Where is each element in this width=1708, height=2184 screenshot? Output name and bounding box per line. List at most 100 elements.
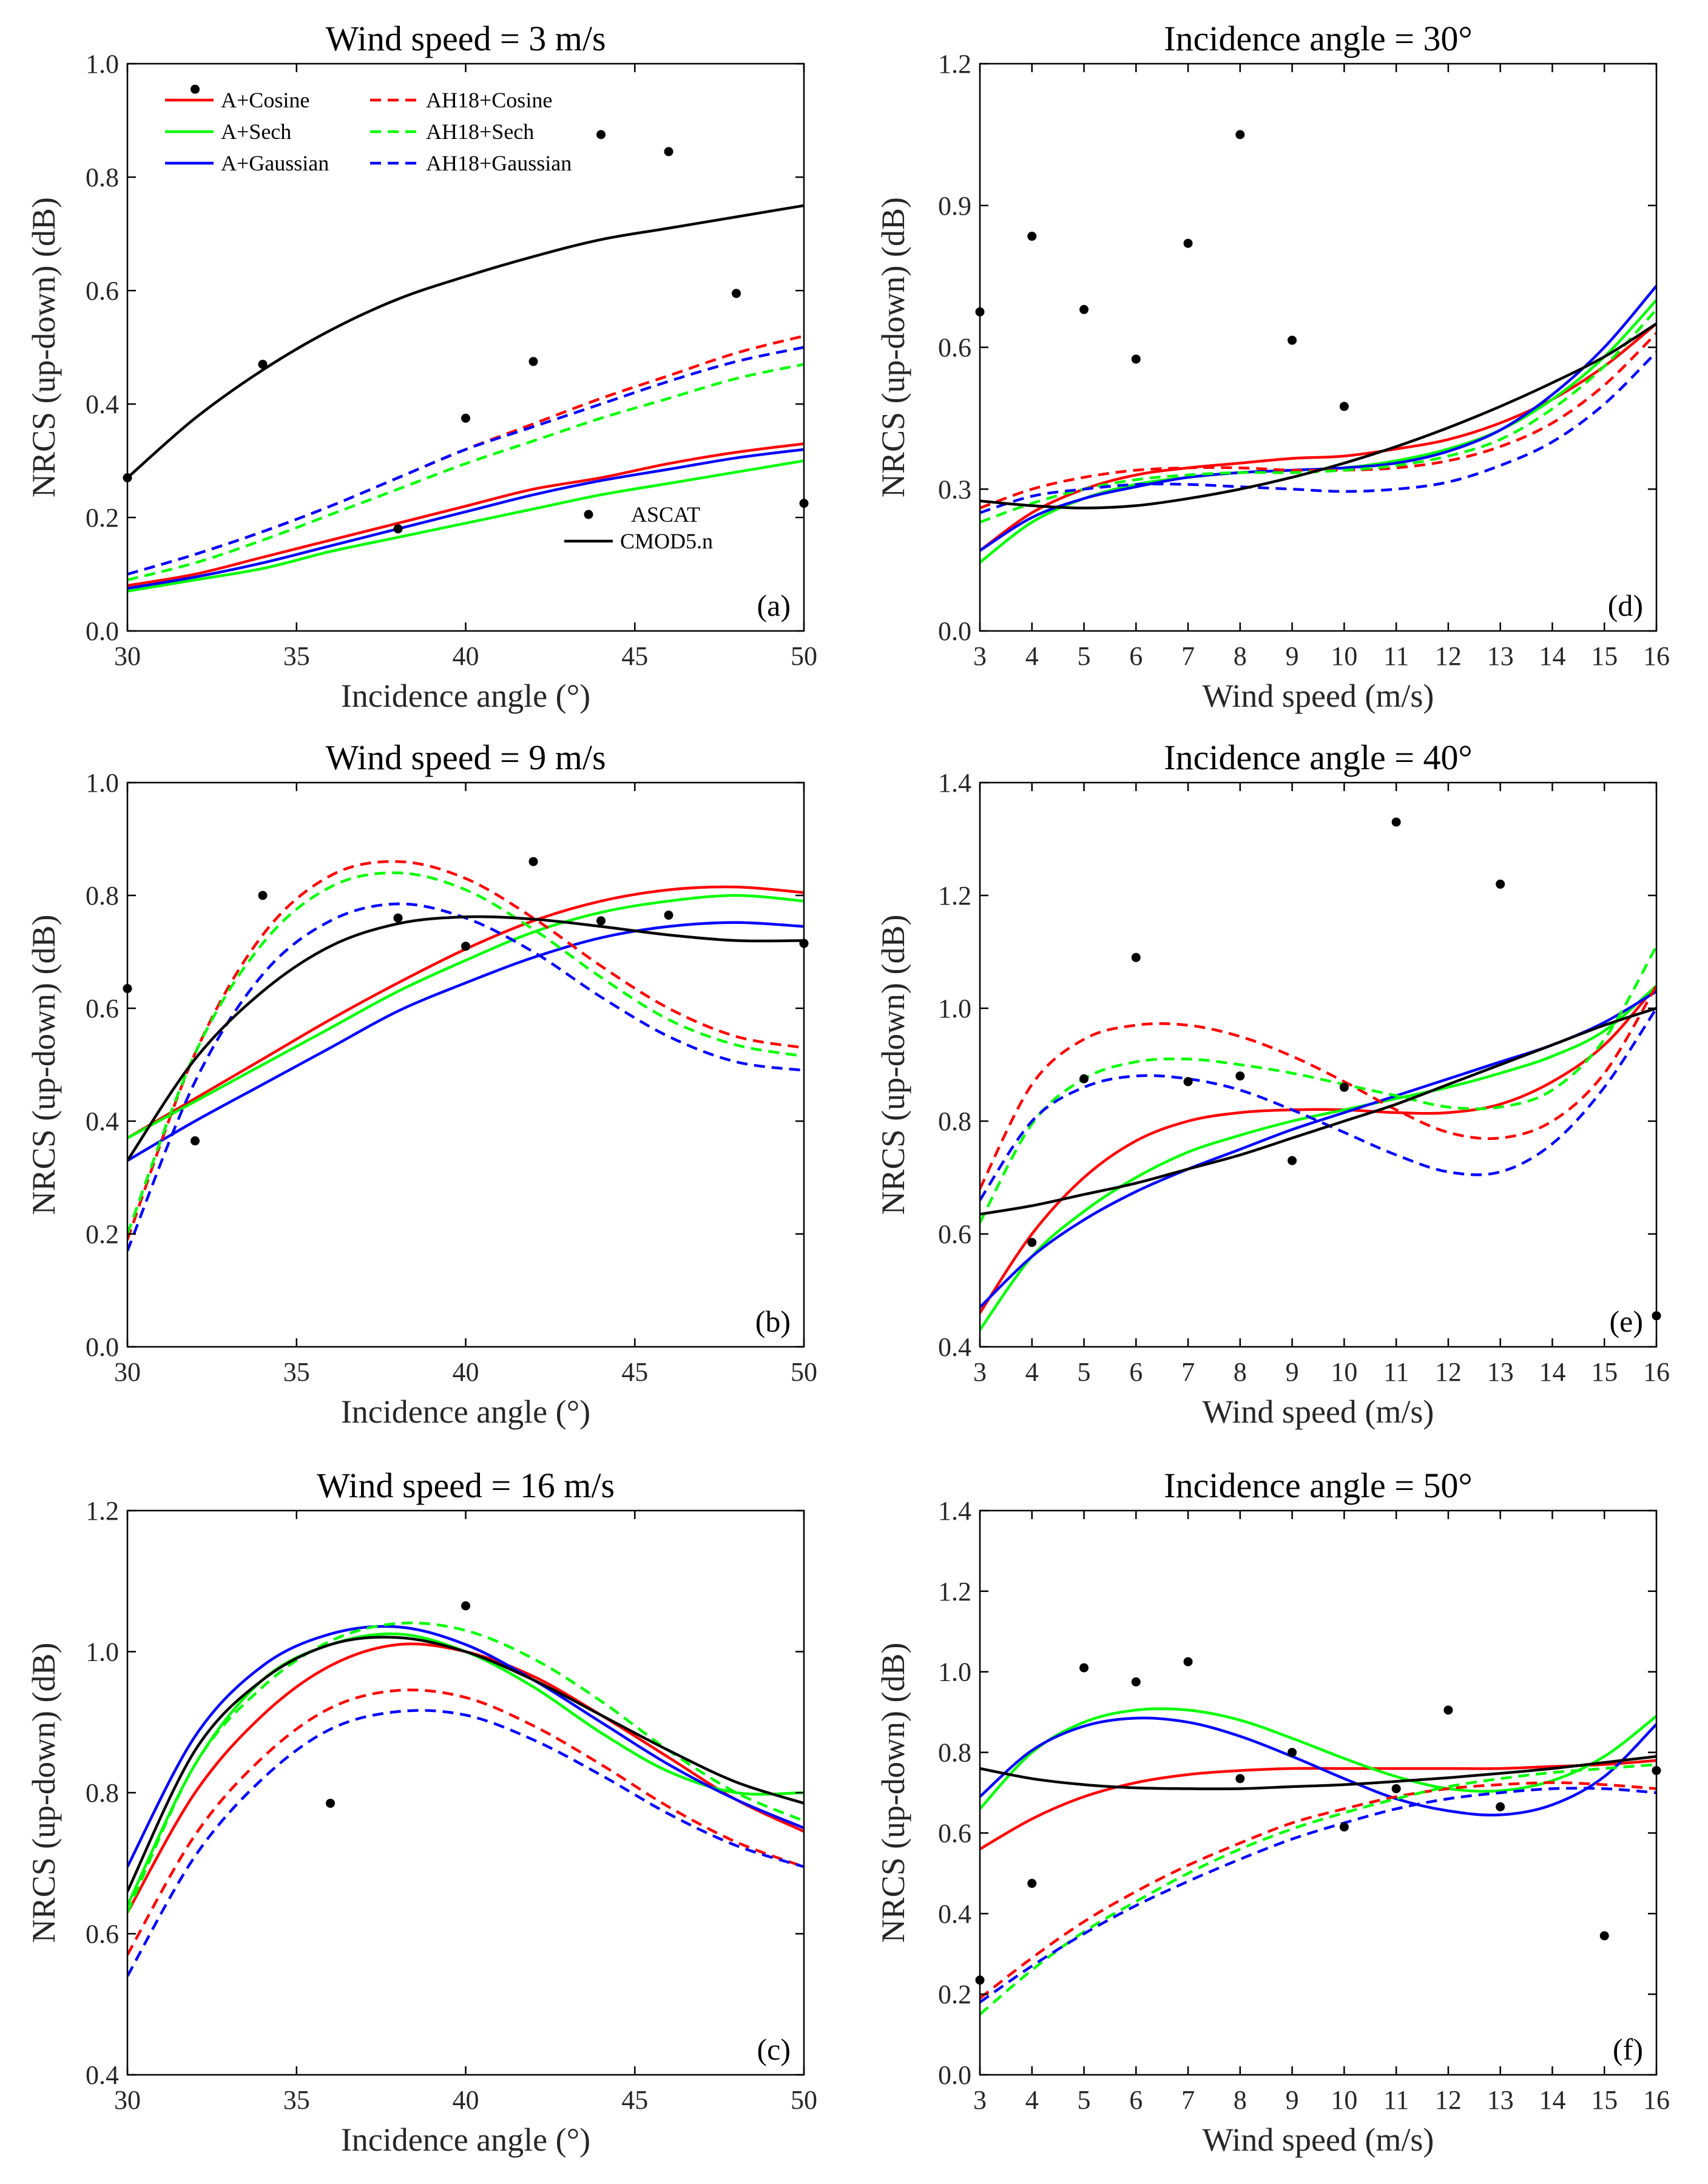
y-tick-label: 0.4 bbox=[938, 1899, 971, 1929]
x-tick-label: 9 bbox=[1286, 2085, 1299, 2115]
y-tick-label: 0.4 bbox=[86, 389, 119, 419]
series-line-a-cosine bbox=[980, 322, 1656, 552]
ascat-point bbox=[1288, 1748, 1297, 1758]
legend-label: CMOD5.n bbox=[620, 529, 713, 553]
chart-panel-b: Wind speed = 9 m/s 30 35 40 45 50 0.0 0.2 0.4 0.6… bbox=[0, 728, 849, 1456]
ascat-point bbox=[461, 1601, 470, 1611]
series-line-ah18-gaussian bbox=[127, 1709, 804, 1977]
y-tick-label: 1.0 bbox=[86, 768, 119, 798]
series-group bbox=[980, 285, 1656, 564]
x-tick-label: 30 bbox=[114, 1357, 141, 1387]
chart-panel-c: Wind speed = 16 m/s 30 35 40 45 50 0.4 0.6 0.8 1.… bbox=[0, 1456, 849, 2184]
y-tick-label: 0.6 bbox=[86, 994, 119, 1023]
x-tick-label: 45 bbox=[621, 641, 648, 671]
chart-svg-d: Incidence angle = 30° 3 4 5 6 7 8 9 10 11 12 13 14 15… bbox=[875, 19, 1670, 714]
chart-panel-a: Wind speed = 3 m/s 30 35 40 45 50 0.0 0.2 0.4 0.6… bbox=[0, 0, 849, 728]
x-tick-label: 7 bbox=[1181, 2085, 1195, 2115]
y-tick-label: 1.0 bbox=[86, 1637, 119, 1667]
chart-svg-a: Wind speed = 3 m/s 30 35 40 45 50 0.0 0.2 0.4 0.6… bbox=[25, 19, 817, 714]
x-tick-label: 10 bbox=[1331, 2085, 1357, 2115]
axes-box bbox=[979, 781, 1658, 1348]
y-tick-label: 1.0 bbox=[86, 49, 119, 79]
x-tick-label: 15 bbox=[1591, 641, 1618, 671]
ascat-point bbox=[1027, 1238, 1037, 1247]
chart-title: Wind speed = 3 m/s bbox=[325, 19, 606, 58]
series-group bbox=[980, 1707, 1656, 2016]
chart-svg-e: Incidence angle = 40° 3 4 5 6 7 8 9 10 11 12 13 14 15… bbox=[875, 738, 1670, 1430]
y-tick-label: 0.8 bbox=[938, 1107, 971, 1136]
x-tick-label: 50 bbox=[791, 1357, 817, 1387]
legend-label: A+Gaussian bbox=[221, 151, 329, 175]
series-line-ah18-gaussian bbox=[980, 1787, 1656, 2004]
ascat-point bbox=[1599, 1931, 1609, 1941]
y-tick-label: 0.0 bbox=[86, 616, 119, 646]
legend-label: A+Sech bbox=[221, 120, 291, 144]
y-tick-label: 0.0 bbox=[938, 616, 971, 646]
x-tick-label: 6 bbox=[1129, 641, 1143, 671]
legend-label: ASCAT bbox=[631, 502, 700, 527]
axes-box bbox=[979, 62, 1658, 632]
chart-panel-f: Incidence angle = 50° 3 4 5 6 7 8 9 10 11 12 13 14 15… bbox=[849, 1456, 1708, 2184]
ascat-point bbox=[1079, 1074, 1089, 1084]
ascat-point bbox=[1131, 354, 1141, 364]
chart-title: Incidence angle = 30° bbox=[1164, 19, 1472, 58]
x-tick-label: 12 bbox=[1435, 641, 1462, 671]
y-tick-label: 0.2 bbox=[86, 1219, 119, 1249]
x-tick-label: 13 bbox=[1487, 641, 1514, 671]
y-axis-title: NRCS (up-down) (dB) bbox=[875, 197, 911, 497]
panel-label: (f) bbox=[1613, 2032, 1643, 2066]
series-line-a-cosine bbox=[980, 985, 1656, 1314]
series-line-a-gaussian bbox=[980, 1716, 1656, 1817]
series-line-a-sech bbox=[980, 985, 1656, 1331]
x-tick-label: 40 bbox=[453, 2085, 479, 2115]
x-tick-label: 8 bbox=[1234, 1357, 1247, 1387]
x-tick-label: 3 bbox=[973, 2085, 987, 2115]
ascat-points bbox=[975, 130, 1349, 411]
x-tick-label: 15 bbox=[1591, 2085, 1618, 2115]
x-tick-label: 8 bbox=[1234, 641, 1247, 671]
ascat-point bbox=[528, 857, 538, 866]
panel-label: (e) bbox=[1610, 1304, 1644, 1338]
panel-label: (b) bbox=[755, 1304, 791, 1338]
ascat-point bbox=[1131, 952, 1141, 962]
x-tick-label: 4 bbox=[1025, 1357, 1039, 1387]
panel-label: (d) bbox=[1608, 588, 1643, 622]
ascat-point bbox=[1183, 1657, 1193, 1667]
x-tick-label: 7 bbox=[1181, 641, 1195, 671]
ascat-point bbox=[461, 413, 470, 423]
y-tick-label: 0.3 bbox=[938, 474, 971, 504]
ascat-points bbox=[1027, 817, 1661, 1321]
ascat-points bbox=[123, 857, 809, 1146]
series-line-a-gaussian bbox=[980, 990, 1656, 1309]
x-tick-label: 3 bbox=[973, 641, 987, 671]
ascat-point bbox=[1288, 335, 1297, 345]
ascat-point bbox=[393, 913, 403, 923]
ascat-point bbox=[461, 942, 470, 951]
series-line-ah18-cosine bbox=[127, 1688, 804, 1956]
series-line-ah18-sech bbox=[127, 1621, 804, 1913]
ascat-point bbox=[191, 1136, 200, 1146]
y-tick-label: 0.0 bbox=[938, 2060, 971, 2090]
series-group bbox=[980, 945, 1656, 1331]
x-tick-label: 45 bbox=[621, 1357, 648, 1387]
x-tick-label: 6 bbox=[1129, 2085, 1143, 2115]
ascat-point bbox=[1079, 305, 1089, 314]
chart-svg-c: Wind speed = 16 m/s 30 35 40 45 50 0.4 0.6 0.8 1.… bbox=[25, 1466, 817, 2158]
ascat-point bbox=[1496, 1802, 1505, 1812]
x-tick-label: 13 bbox=[1487, 1357, 1514, 1387]
series-line-a-gaussian bbox=[127, 1625, 804, 1868]
y-tick-label: 0.9 bbox=[938, 191, 971, 221]
ascat-points bbox=[326, 1601, 470, 1808]
y-tick-label: 0.6 bbox=[86, 276, 119, 306]
y-tick-label: 0.2 bbox=[86, 503, 119, 533]
y-tick-label: 1.2 bbox=[938, 1577, 971, 1606]
axes-box bbox=[979, 1509, 1658, 2076]
x-axis-title: Incidence angle (°) bbox=[341, 1394, 590, 1430]
y-axis-title: NRCS (up-down) (dB) bbox=[875, 1643, 911, 1943]
series-line-a-sech bbox=[980, 1707, 1656, 1810]
x-tick-label: 5 bbox=[1078, 1357, 1091, 1387]
ascat-point bbox=[1235, 1071, 1245, 1081]
x-tick-label: 30 bbox=[114, 2085, 141, 2115]
series-line-ah18-gaussian bbox=[980, 1007, 1656, 1201]
ascat-point bbox=[664, 911, 673, 920]
